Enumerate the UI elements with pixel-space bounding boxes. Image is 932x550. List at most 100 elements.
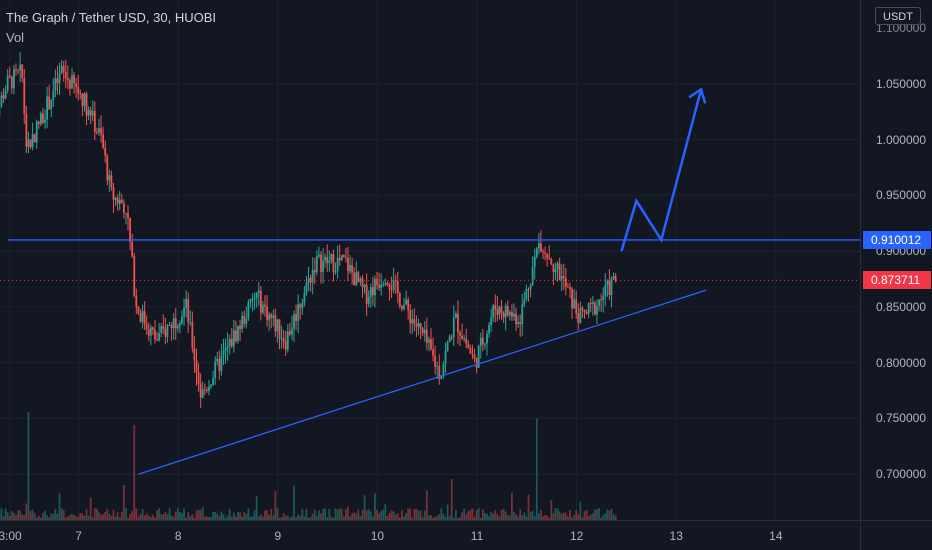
volume-bar — [120, 511, 123, 520]
candle — [172, 312, 175, 340]
candle — [340, 254, 343, 261]
volume-bar — [297, 514, 300, 520]
candle — [589, 298, 592, 312]
candle — [214, 356, 217, 385]
volume-bar — [579, 501, 582, 520]
candle — [239, 319, 241, 342]
candle — [581, 305, 584, 319]
volume-bar — [48, 517, 51, 520]
candle — [554, 262, 557, 280]
candle — [270, 312, 273, 329]
candle — [193, 335, 196, 373]
volume-bar — [222, 514, 225, 520]
time-axis[interactable]: 3:00 7 8 9 10 11 12 13 14 — [0, 520, 860, 550]
volume-bar — [475, 510, 478, 520]
volume-bar — [608, 510, 611, 520]
volume-bar — [0, 508, 3, 520]
candle — [411, 309, 414, 334]
volume-bar — [191, 514, 194, 520]
volume-bar — [320, 513, 322, 520]
candle — [33, 133, 36, 143]
candle — [282, 330, 285, 349]
candle — [492, 303, 495, 323]
candle — [537, 232, 540, 255]
volume-bar — [266, 510, 268, 520]
volume-bar — [403, 516, 405, 520]
volume-bar — [205, 516, 208, 520]
volume-bar — [423, 510, 426, 520]
time-tick-label: 14 — [769, 529, 783, 543]
candle — [201, 381, 204, 399]
grid — [0, 0, 860, 520]
candle — [110, 170, 113, 191]
candle — [438, 354, 441, 385]
candle — [608, 269, 611, 300]
candle — [448, 334, 451, 343]
candle — [166, 323, 169, 343]
volume-bar — [299, 515, 302, 520]
volume-bar — [141, 509, 144, 520]
candle — [262, 300, 264, 315]
time-tick-label: 8 — [174, 529, 182, 543]
candle — [48, 84, 51, 111]
volume-bar — [440, 508, 443, 520]
candle — [147, 322, 150, 342]
symbol-legend[interactable]: The Graph / Tether USD, 30, HUOBI — [6, 10, 217, 25]
candle — [145, 315, 148, 335]
volume-bar — [220, 511, 223, 520]
volume-bar — [91, 517, 94, 520]
volume-bar — [361, 509, 364, 520]
candle — [382, 280, 385, 288]
volume-bar — [116, 512, 119, 520]
volume-bar — [2, 516, 5, 520]
candle — [158, 322, 161, 342]
volume-bar — [102, 514, 105, 520]
candle — [326, 244, 329, 272]
volume-legend[interactable]: Vol — [6, 30, 25, 45]
candle — [602, 287, 605, 313]
candle — [486, 330, 488, 356]
volume-bar — [189, 516, 192, 520]
volume-bar — [251, 516, 254, 520]
volume-bars — [0, 412, 617, 520]
volume-bar — [54, 508, 57, 520]
volume-bar — [309, 516, 312, 520]
volume-bar — [363, 495, 366, 520]
volume-bar — [502, 508, 505, 520]
candle — [475, 357, 478, 374]
candle — [386, 280, 389, 287]
candle — [587, 302, 590, 319]
axis-corner[interactable] — [860, 520, 932, 550]
volume-bar — [58, 493, 61, 520]
volume-bar — [380, 510, 383, 520]
volume-bar — [508, 515, 511, 520]
candle — [79, 89, 82, 100]
price-chart[interactable] — [0, 0, 860, 520]
volume-bar — [525, 516, 528, 520]
volume-bar — [259, 514, 262, 520]
volume-bar — [311, 513, 314, 520]
candle — [139, 308, 142, 323]
volume-bar — [139, 513, 142, 520]
volume-bar — [29, 510, 32, 520]
volume-bar — [96, 508, 98, 520]
candle — [183, 298, 185, 326]
volume-bar — [77, 517, 80, 520]
candle — [174, 308, 177, 340]
volume-bar — [374, 493, 376, 520]
volume-bar — [135, 508, 138, 520]
volume-bar — [604, 513, 607, 520]
candles[interactable] — [0, 52, 617, 408]
currency-button[interactable]: USDT — [875, 7, 921, 25]
candle — [106, 153, 109, 186]
candle — [465, 328, 468, 349]
plot-area[interactable]: The Graph / Tether USD, 30, HUOBI Vol — [0, 0, 860, 520]
drawings[interactable] — [0, 87, 860, 475]
price-axis[interactable]: 1.100000 USDT 1.050000 1.000000 0.950000 0.… — [860, 0, 932, 520]
volume-bar — [35, 517, 38, 520]
volume-bar — [272, 515, 275, 520]
volume-bar — [143, 515, 146, 520]
candle — [336, 245, 339, 279]
candle — [571, 286, 573, 319]
